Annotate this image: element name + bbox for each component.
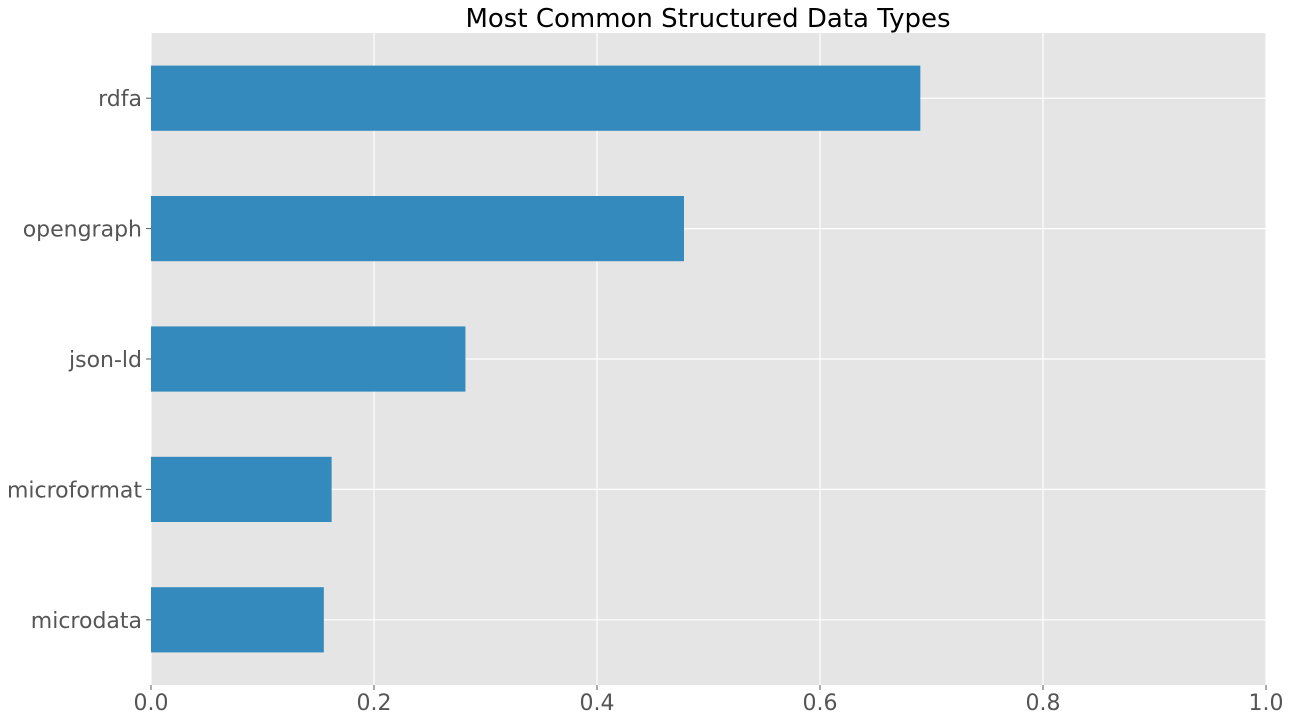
chart-title: Most Common Structured Data Types [465,4,950,34]
bar-rdfa [151,65,921,131]
bar-json-ld [151,326,466,392]
y-tick-label: microformat [7,478,142,503]
bar-microdata [151,587,324,653]
x-tick-label: 0.4 [580,691,615,716]
y-tick-label: json-ld [68,348,142,373]
y-tick-label: rdfa [98,87,142,112]
x-tick-labels: 0.0 0.2 0.4 0.6 0.8 1.0 [134,691,1284,716]
y-tick-label: opengraph [23,218,142,243]
bar-opengraph [151,196,684,262]
x-tick-label: 0.2 [357,691,392,716]
y-tick-labels: microdata microformat json-ld opengraph rdfa [7,87,142,634]
x-tick-label: 0.0 [134,691,169,716]
y-tick-label: microdata [31,609,142,634]
x-tick-label: 0.8 [1026,691,1061,716]
bars [151,65,921,653]
x-tick-label: 1.0 [1249,691,1284,716]
x-tick-label: 0.6 [803,691,838,716]
bar-microformat [151,456,332,522]
